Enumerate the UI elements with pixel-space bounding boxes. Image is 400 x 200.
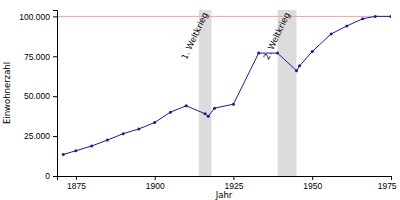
- band-label: 2. Weltkrieg: [261, 11, 292, 61]
- y-tick-mark: [53, 136, 57, 137]
- point: [345, 24, 348, 27]
- x-tick: 1900: [146, 176, 165, 191]
- x-axis-title: Jahr: [215, 190, 233, 200]
- point: [295, 69, 298, 72]
- point: [311, 50, 314, 53]
- y-tick-label: 75.000: [24, 52, 50, 62]
- x-tick-mark: [155, 176, 156, 180]
- x-tick: 1950: [303, 176, 322, 191]
- y-tick: 50.000: [24, 91, 57, 101]
- x-tick-label: 1900: [146, 181, 165, 191]
- x-axis-line: [58, 177, 392, 181]
- point: [74, 149, 77, 152]
- x-tick-mark: [312, 176, 313, 180]
- chart: 1. Weltkrieg 2. Weltkrieg 1875 1900 1925 1950…: [0, 0, 400, 200]
- y-tick: 0: [45, 171, 57, 181]
- war-band: [199, 10, 212, 176]
- x-tick: 1875: [67, 176, 86, 191]
- y-axis-line: [53, 11, 58, 177]
- band-label: 1. Weltkrieg: [179, 11, 210, 61]
- point: [122, 132, 125, 135]
- point: [185, 104, 188, 107]
- y-tick-label: 50.000: [24, 91, 50, 101]
- point: [374, 15, 377, 18]
- y-tick-mark: [53, 176, 57, 177]
- y-axis: 0 25.000 50.000 75.000 100.000: [19, 11, 57, 182]
- y-tick-mark: [53, 16, 57, 17]
- reference-line: [57, 16, 391, 17]
- y-tick: 100.000: [19, 12, 57, 22]
- point: [137, 127, 140, 130]
- point: [153, 121, 156, 124]
- point: [90, 144, 93, 147]
- point: [390, 15, 392, 18]
- x-axis: 1875 1900 1925 1950 1975: [58, 176, 397, 191]
- y-axis-title: Einwohnerzahl: [2, 62, 12, 124]
- point: [213, 107, 216, 110]
- y-tick-label: 25.000: [24, 131, 50, 141]
- point: [298, 64, 301, 67]
- x-tick: 1925: [224, 176, 243, 191]
- y-tick: 75.000: [24, 52, 57, 62]
- plot: 1. Weltkrieg 2. Weltkrieg 1875 1900 1925 1950…: [19, 10, 397, 191]
- point: [62, 153, 65, 156]
- y-tick: 25.000: [24, 131, 57, 141]
- x-tick-label: 1950: [303, 181, 322, 191]
- point: [204, 112, 207, 115]
- point: [169, 111, 172, 114]
- y-tick-mark: [53, 96, 57, 97]
- y-tick-label: 0: [45, 171, 50, 181]
- point: [207, 115, 210, 118]
- y-tick-mark: [53, 56, 57, 57]
- point: [330, 32, 333, 35]
- x-tick-label: 1875: [67, 181, 86, 191]
- point: [106, 139, 109, 142]
- series-line: [63, 16, 391, 154]
- point: [257, 52, 260, 55]
- x-tick-label: 1975: [378, 181, 397, 191]
- y-tick-label: 100.000: [19, 12, 50, 22]
- point: [232, 103, 235, 106]
- x-tick-mark: [233, 176, 234, 180]
- x-tick-mark: [391, 176, 392, 180]
- x-tick-mark: [76, 176, 77, 180]
- point: [361, 17, 364, 20]
- x-tick: 1975: [378, 176, 397, 191]
- marks: [57, 10, 391, 176]
- point: [276, 52, 279, 55]
